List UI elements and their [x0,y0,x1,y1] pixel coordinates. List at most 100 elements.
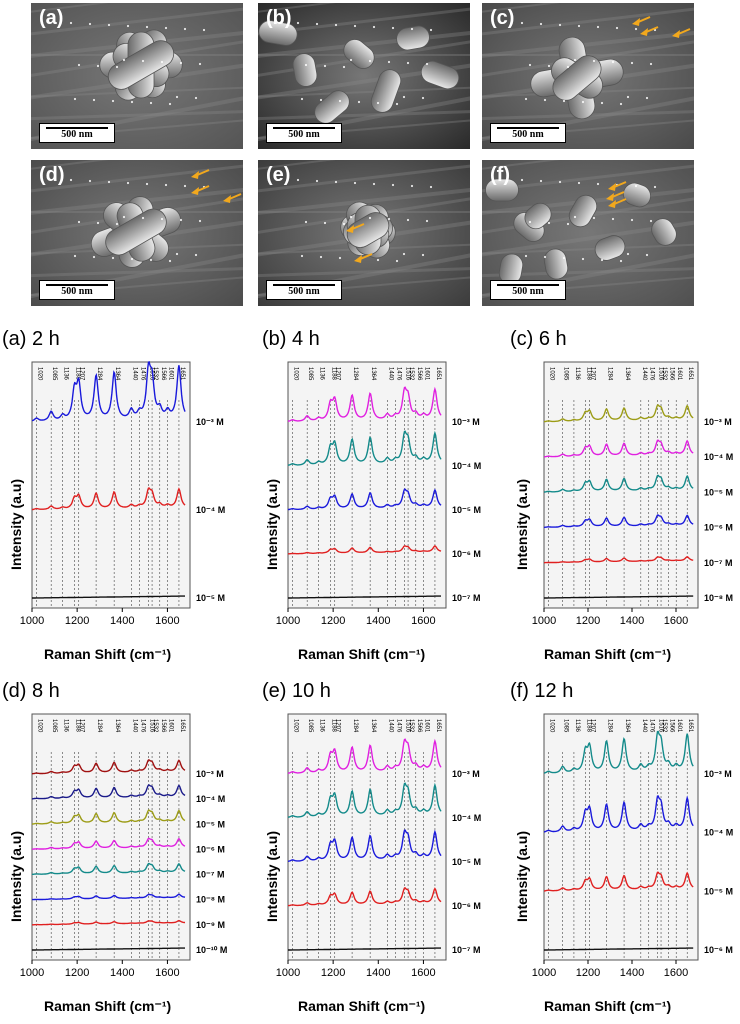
peak-label: 1566 [669,367,675,381]
series-label: 10⁻⁵ M [704,487,733,497]
series-label: 10⁻⁶ M [452,549,481,559]
scale-bar: 500 nm [266,280,342,300]
y-axis-label: Intensity (a.u) [264,830,280,922]
chart-title: (d) 8 h [2,680,60,702]
nanorod [107,40,175,90]
x-tick-label: 1000 [276,967,300,979]
chart-title: (a) 2 h [2,328,60,350]
annotation-arrow [672,28,691,38]
peak-label: 1440 [641,719,647,733]
series-label: 10⁻⁶ M [196,844,225,854]
raman-chart-10h: 1020 1085 1136 1188 1207 1284 1364 1440 1476 1516… [252,674,497,1024]
peak-label: 1364 [370,367,376,381]
series-label: 10⁻⁴ M [196,794,225,804]
peak-label: 1651 [179,367,185,381]
series-label: 10⁻⁵ M [196,819,225,829]
annotation-arrow [640,26,659,36]
peak-label: 1188 [585,719,591,733]
sem-texture [258,160,470,306]
series-label: 10⁻⁵ M [452,857,481,867]
peak-label: 1476 [649,719,655,733]
nanorod [396,25,430,51]
peak-label: 1136 [574,367,580,381]
peak-label: 1364 [624,719,630,733]
x-tick-label: 1200 [65,967,89,979]
peak-label: 1188 [330,719,336,733]
series-label: 10⁻⁴ M [452,461,481,471]
spectrum-line [32,947,185,951]
spectrum-line [32,893,186,901]
peak-label: 1532 [152,367,158,381]
plot-frame [543,713,699,961]
x-axis-label: Raman Shift (cm⁻¹) [44,646,172,662]
peak-label: 1532 [408,367,414,381]
series-label: 10⁻⁶ M [452,901,481,911]
sem-label: (f) [490,164,510,186]
peak-label: 1532 [661,367,667,381]
nanorod [524,202,552,230]
chart-title: (e) 10 h [262,680,331,702]
spectrum-line [288,947,441,951]
peak-label: 1601 [424,367,430,381]
nanorod [485,178,519,202]
annotation-arrow [608,198,627,208]
x-axis-label: Raman Shift (cm⁻¹) [298,998,426,1014]
peak-label: 1020 [548,367,554,381]
spectrum-line [287,545,442,555]
series-label: 10⁻⁶ M [704,523,733,533]
peak-label: 1476 [139,719,145,733]
scale-bar: 500 nm [39,123,115,143]
sem-label: (a) [39,7,64,29]
sem-label: (b) [266,7,292,29]
series-label: 10⁻⁷ M [196,870,224,880]
peak-label: 1476 [139,367,145,381]
peak-label: 1085 [51,367,57,381]
spectrum-line [287,738,442,774]
plot-frame [287,361,447,609]
series-label: 10⁻⁴ M [704,452,733,462]
peak-label: 1085 [563,367,569,381]
x-tick-label: 1200 [321,967,345,979]
x-tick-label: 1200 [321,615,345,627]
peak-label: 1601 [676,367,682,381]
spectrum-line [543,795,694,833]
nanorod [420,60,460,90]
peak-label: 1532 [661,719,667,733]
spectrum-line [544,947,694,951]
x-tick-label: 1000 [532,967,556,979]
spectrum-line [287,430,442,466]
sem-texture [31,160,243,306]
peak-label: 1516 [404,367,410,381]
nanorod [370,69,402,113]
sem-label: (d) [39,164,65,186]
x-tick-label: 1400 [366,967,390,979]
x-tick-label: 1000 [276,615,300,627]
y-axis-label: Intensity (a.u) [514,830,530,922]
peak-label: 1516 [148,719,154,733]
peak-label: 1085 [563,719,569,733]
series-label: 10⁻³ M [704,417,732,427]
x-tick-label: 1600 [664,615,688,627]
x-tick-label: 1200 [576,967,600,979]
peak-label: 1566 [416,367,422,381]
series-label: 10⁻⁵ M [704,886,733,896]
peak-label: 1364 [624,367,630,381]
nanorod [292,53,318,87]
peak-label: 1601 [168,367,174,381]
peak-label: 1651 [687,367,693,381]
peak-label: 1601 [168,719,174,733]
spectrum-line [543,404,694,423]
peak-label: 1566 [416,719,422,733]
spectrum-line [543,730,694,774]
sem-label: (e) [266,164,291,186]
peak-label: 1020 [548,719,554,733]
peak-label: 1566 [669,719,675,733]
peak-label: 1020 [293,367,299,381]
peak-label: 1601 [424,719,430,733]
nanorod [543,248,569,280]
series-label: 10⁻⁵ M [452,505,481,515]
peak-label: 1136 [574,719,580,733]
peak-label: 1440 [387,367,393,381]
